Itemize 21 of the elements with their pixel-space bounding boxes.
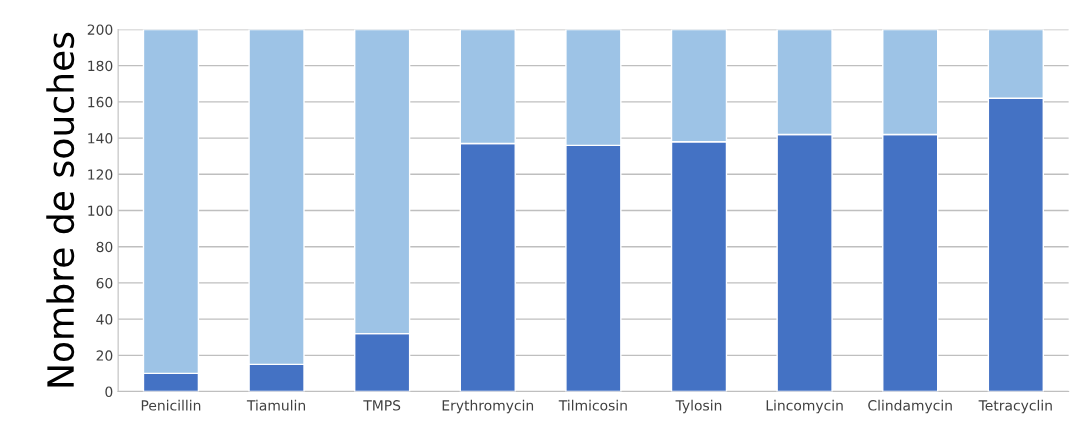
y-tick-label: 0 [105, 386, 113, 397]
x-tick-label: Tylosin [675, 399, 722, 414]
y-tick-label: 40 [96, 314, 113, 325]
y-tick-label: 20 [96, 350, 113, 361]
y-tick-label: 140 [88, 133, 113, 144]
y-tick-label: 100 [88, 205, 113, 216]
x-tick-label: Erythromycin [442, 399, 534, 414]
x-tick-label: TMPS [363, 400, 401, 411]
y-tick-label: 200 [87, 24, 113, 35]
x-tick-label: Penicillin [141, 399, 201, 411]
x-tick-label: Clindamycin [868, 399, 952, 414]
y-tick-label: 60 [96, 277, 113, 289]
x-tick-label: Lincomycin [766, 399, 843, 414]
y-tick-label: 120 [88, 169, 113, 180]
x-tick-label: Tilmicosin [558, 399, 627, 411]
y-tick-label: 160 [88, 96, 113, 108]
y-tick-label: 80 [96, 241, 113, 253]
x-tick-label: Tiamulin [246, 399, 306, 411]
x-tick-label: Tetracyclin [978, 399, 1052, 414]
y-tick-label: 180 [88, 60, 113, 72]
y-axis-title: Nombre de souches [46, 32, 75, 387]
